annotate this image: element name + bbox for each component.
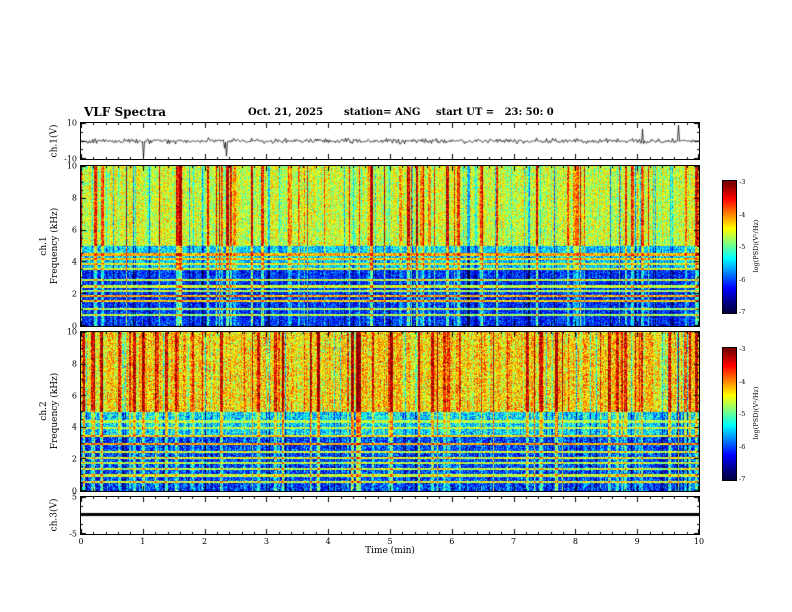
ch2f-y-tick-label: 0 — [71, 486, 77, 496]
colorbar2-tick-label: -6 — [739, 442, 746, 451]
ch2f-y-tick-label: 10 — [66, 327, 77, 337]
colorbar-ch2 — [722, 347, 737, 481]
ch2-frequency-axis-label: ch.2 Frequency (kHz) — [39, 373, 61, 450]
colorbar1-tick-label: -4 — [739, 210, 746, 219]
x-tick-label: 0 — [78, 537, 84, 546]
panel-ch1-waveform — [80, 122, 700, 160]
station-label: station= ANG — [344, 107, 421, 118]
colorbar2-tick-label: -3 — [739, 345, 746, 353]
ch3-waveform-canvas — [81, 497, 699, 534]
ch2-axis-line2: Frequency (kHz) — [50, 372, 60, 450]
panel-ch3-waveform — [80, 496, 700, 535]
date-label: Oct. 21, 2025 — [248, 107, 324, 118]
ch1-frequency-axis-label: ch.1 Frequency (kHz) — [39, 208, 61, 285]
colorbar2-tick-label: -7 — [739, 475, 746, 483]
ch1-waveform-canvas — [81, 123, 699, 159]
ch1v-y-tick-label: -10 — [64, 154, 77, 164]
ch2-axis-line1: ch.2 — [39, 401, 50, 421]
panel-ch2-spectrogram — [80, 331, 700, 492]
figure-title: VLF Spectra — [84, 105, 167, 119]
colorbar1-label: log(PSD)(V²/Hz) — [752, 219, 761, 273]
ch3-voltage-axis-label: ch.3(V) — [50, 499, 61, 532]
ch3v-y-tick-label: 5 — [71, 492, 77, 502]
x-tick-label: 9 — [634, 537, 640, 546]
colorbar-ch1 — [722, 180, 737, 314]
ch2f-y-tick-label: 4 — [71, 422, 77, 432]
time-axis-label: Time (min) — [365, 546, 415, 556]
x-tick-label: 10 — [693, 537, 705, 546]
ch1v-y-tick-label: 10 — [66, 118, 77, 128]
ch1-axis-line2: Frequency (kHz) — [50, 207, 60, 285]
ch2f-y-tick-label: 6 — [71, 391, 77, 401]
x-tick-label: 7 — [511, 537, 517, 546]
ch3v-y-tick-label: -5 — [69, 529, 77, 539]
x-tick-label: 2 — [202, 537, 208, 546]
ch1f-y-tick-label: 10 — [66, 161, 77, 171]
colorbar2-label: log(PSD)(V²/Hz) — [752, 386, 761, 440]
ch1-voltage-axis-text: ch.1(V) — [49, 124, 60, 158]
colorbar1-tick-label: -3 — [739, 178, 746, 186]
panel-ch1-spectrogram — [80, 165, 700, 327]
x-tick-label: 4 — [325, 537, 331, 546]
colorbar1-tick-label: -5 — [739, 243, 746, 251]
x-tick-label: 3 — [263, 537, 269, 546]
ch2f-y-tick-label: 8 — [71, 359, 77, 369]
colorbar2-tick-label: -4 — [739, 377, 746, 386]
ch2f-y-tick-label: 2 — [71, 454, 77, 464]
ch1f-y-tick-label: 6 — [71, 225, 77, 235]
ch1-axis-line1: ch.1 — [39, 236, 50, 256]
colorbar2-tick-label: -5 — [739, 410, 746, 418]
start-ut-label: start UT = 23: 50: 0 — [436, 107, 554, 118]
x-tick-label: 6 — [449, 537, 455, 546]
ch1-spectrogram-canvas — [81, 166, 699, 326]
colorbar1-tick-label: -6 — [739, 275, 746, 284]
x-tick-label: 5 — [387, 537, 393, 546]
colorbar1-tick-label: -7 — [739, 308, 746, 316]
ch1-voltage-axis-label: ch.1(V) — [50, 125, 61, 158]
ch1f-y-tick-label: 8 — [71, 193, 77, 203]
ch3-voltage-axis-text: ch.3(V) — [49, 498, 60, 532]
ch1f-y-tick-label: 4 — [71, 257, 77, 267]
ch2-spectrogram-canvas — [81, 332, 699, 491]
x-tick-label: 8 — [572, 537, 578, 546]
ch1f-y-tick-label: 2 — [71, 289, 77, 299]
ch1f-y-tick-label: 0 — [71, 321, 77, 331]
x-tick-label: 1 — [140, 537, 146, 546]
